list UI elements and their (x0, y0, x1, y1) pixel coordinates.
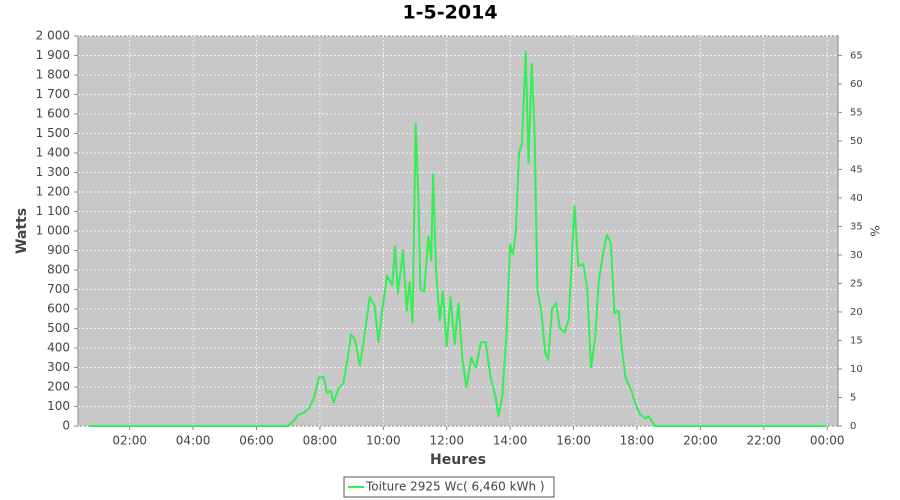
legend-label: Toiture 2925 Wc( 6,460 kWh ) (365, 480, 545, 494)
y2-tick-label: 45 (850, 164, 863, 175)
y2-tick-label: 50 (850, 136, 863, 147)
y-tick-label: 0 (62, 419, 70, 433)
y-axis-title: Watts (14, 208, 30, 254)
y2-tick-label: 35 (850, 221, 863, 232)
y-tick-label: 200 (47, 380, 70, 394)
x-tick-label: 22:00 (747, 434, 782, 448)
x-tick-label: 18:00 (620, 434, 655, 448)
y-tick-label: 800 (47, 263, 70, 277)
y-tick-label: 1 000 (36, 224, 70, 238)
x-tick-label: 02:00 (112, 434, 147, 448)
y-tick-label: 1 700 (36, 87, 70, 101)
x-tick-label: 00:00 (810, 434, 845, 448)
y2-axis-title: % (868, 225, 882, 236)
y2-tick-label: 30 (850, 250, 863, 261)
chart-title: 1-5-2014 (402, 2, 497, 24)
x-tick-label: 14:00 (493, 434, 528, 448)
y-tick-label: 1 900 (36, 48, 70, 62)
y2-tick-label: 15 (850, 335, 863, 346)
y-tick-label: 2 000 (36, 29, 70, 43)
legend: Toiture 2925 Wc( 6,460 kWh ) (343, 476, 555, 498)
y-tick-label: 1 300 (36, 165, 70, 179)
y2-tick-label: 55 (850, 107, 863, 118)
x-tick-label: 20:00 (683, 434, 718, 448)
x-tick-label: 04:00 (176, 434, 211, 448)
y-tick-label: 1 500 (36, 126, 70, 140)
y-tick-label: 1 200 (36, 185, 70, 199)
line-series (89, 50, 827, 427)
y-tick-label: 1 800 (36, 68, 70, 82)
y-tick-label: 1 400 (36, 146, 70, 160)
y2-tick-label: 65 (850, 50, 863, 61)
y-tick-label: 400 (47, 341, 70, 355)
x-tick-label: 08:00 (303, 434, 338, 448)
y2-tick-label: 40 (850, 193, 863, 204)
y-tick-label: 900 (47, 243, 70, 257)
x-tick-label: 10:00 (366, 434, 401, 448)
legend-box (343, 476, 555, 498)
y-tick-label: 300 (47, 360, 70, 374)
y-tick-label: 1 100 (36, 204, 70, 218)
y-tick-label: 1 600 (36, 107, 70, 121)
y-tick-label: 700 (47, 282, 70, 296)
y2-tick-label: 60 (850, 79, 863, 90)
y-tick-label: 100 (47, 399, 70, 413)
y2-tick-label: 10 (850, 364, 863, 375)
x-tick-label: 12:00 (429, 434, 464, 448)
x-tick-label: 16:00 (556, 434, 591, 448)
y2-tick-label: 0 (850, 421, 856, 432)
x-axis-title: Heures (430, 452, 486, 468)
y-tick-label: 600 (47, 302, 70, 316)
y2-tick-label: 5 (850, 392, 856, 403)
y2-tick-label: 20 (850, 307, 863, 318)
y-tick-label: 500 (47, 321, 70, 335)
y2-tick-label: 25 (850, 278, 863, 289)
x-tick-label: 06:00 (239, 434, 274, 448)
